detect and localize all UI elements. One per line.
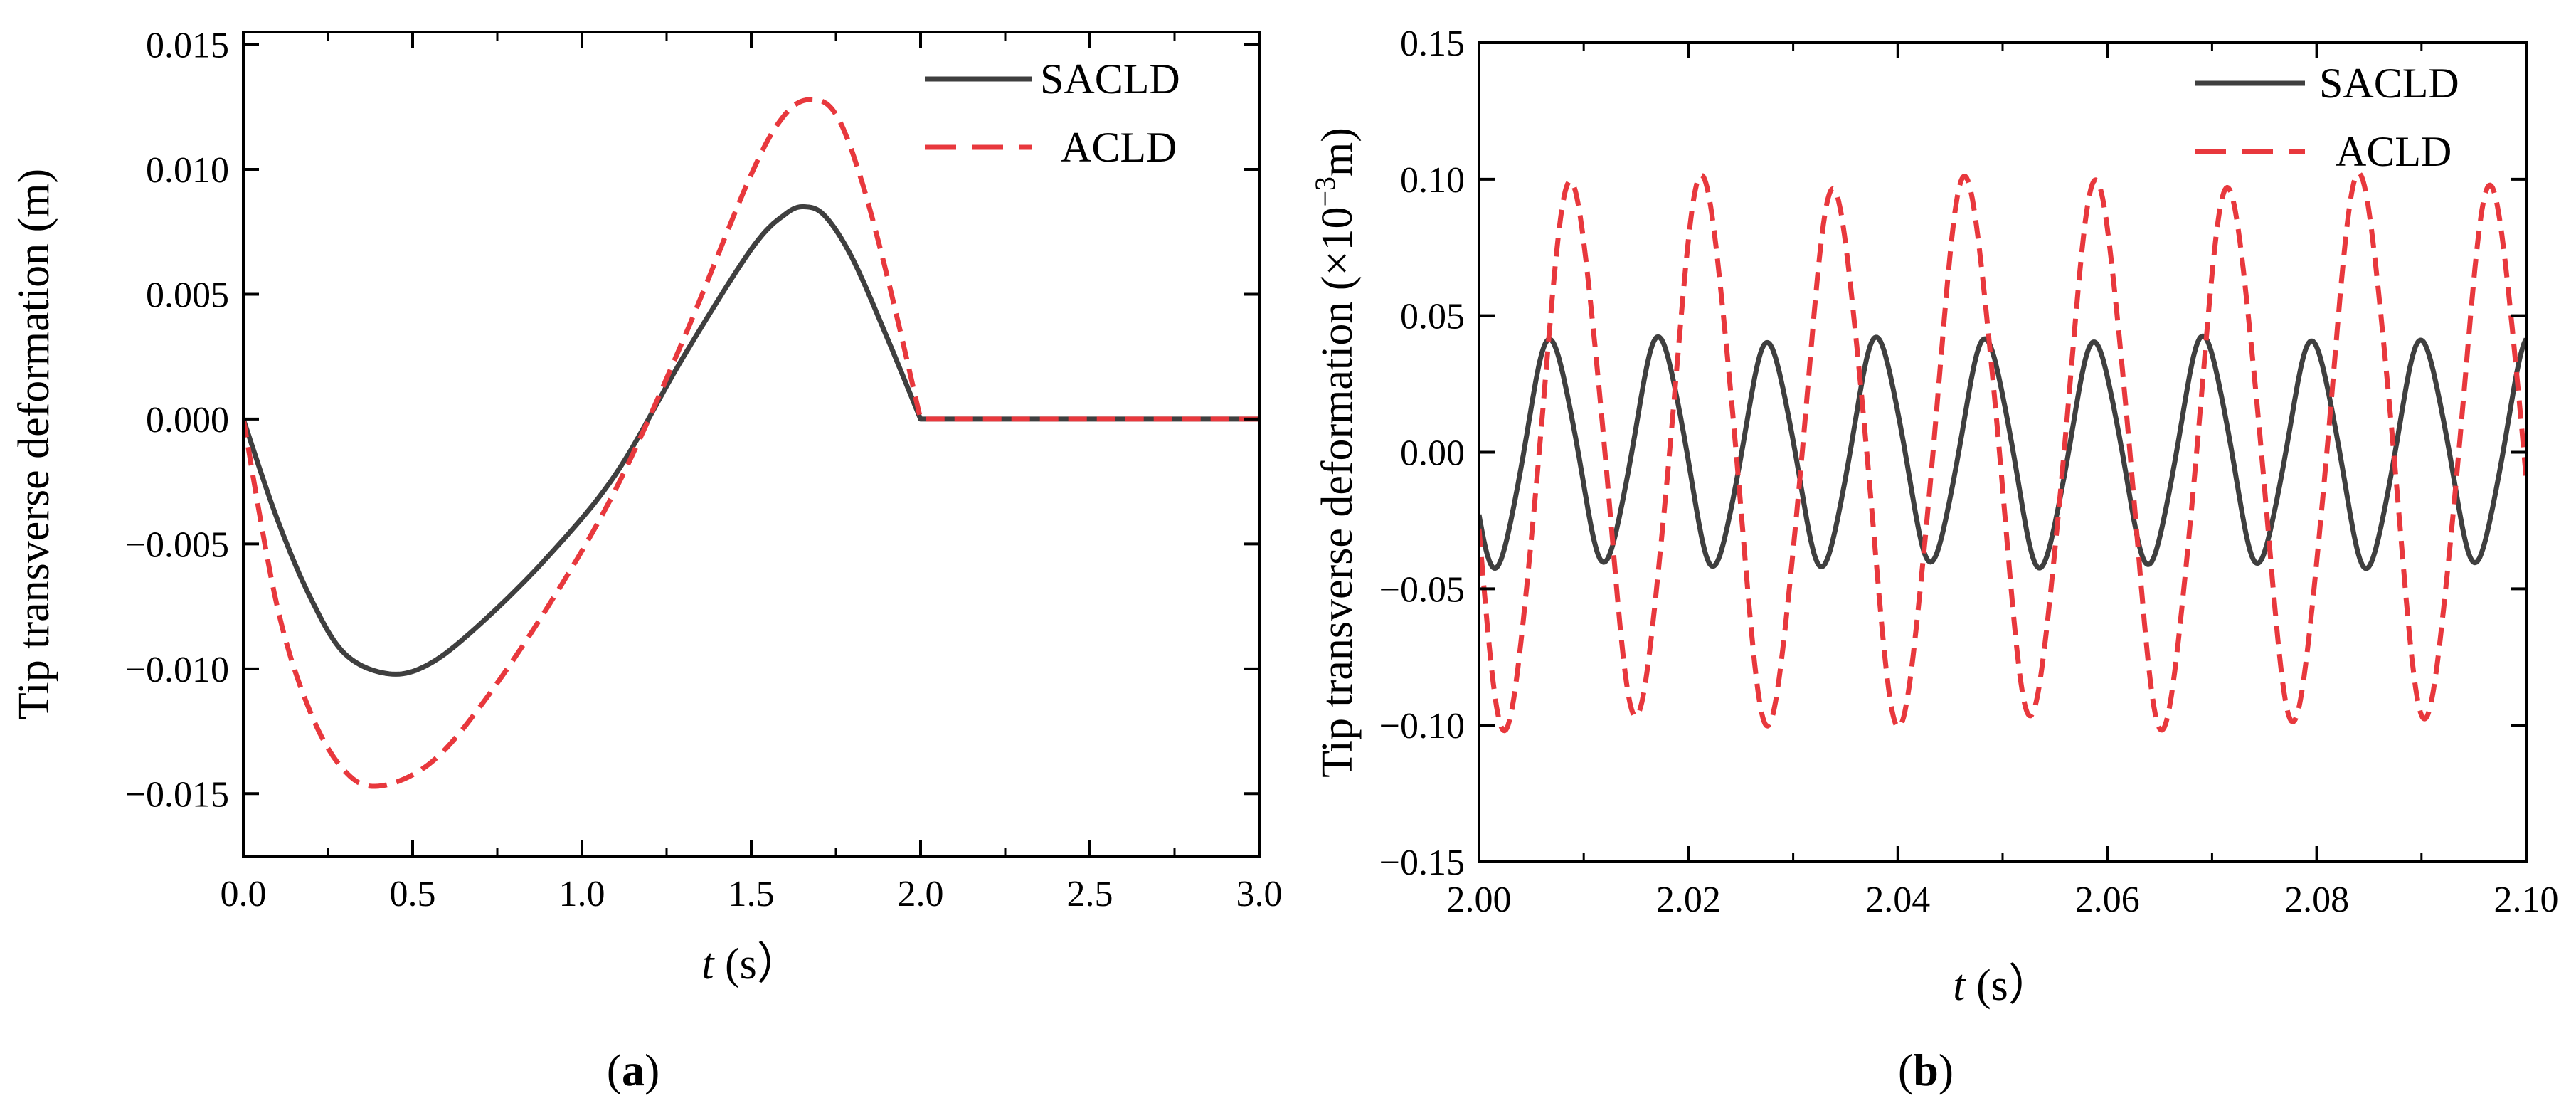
- panel-a-series-group: [243, 97, 1259, 789]
- panel-a-y-tick-label-3: 0.000: [146, 400, 229, 440]
- panel-b-ticks: 2.00 2.02 2.04 2.06 2.08 2.10 0.15 0.10 0.05 0.00…: [1379, 23, 2559, 920]
- panel-a-x-axis-variable: t: [701, 940, 715, 988]
- panel-a-y-tick-label-4: −0.005: [125, 524, 229, 565]
- panel-a-series-sacld-line: [243, 204, 1259, 677]
- panel-b-x-axis-variable: t: [1953, 961, 1966, 1010]
- panel-b-series-group: [1479, 171, 2526, 734]
- panel-b-y-tick-label-3: 0.00: [1400, 433, 1465, 474]
- panel-b-series-acld-line: [1479, 171, 2526, 734]
- panel-b-x-tick-label-3: 2.06: [2075, 880, 2140, 920]
- panel-a-y-axis-label: Tip transverse deformation (m): [10, 169, 58, 719]
- panel-b-y-tick-label-4: −0.05: [1379, 569, 1465, 610]
- panel-a-x-tick-label-3: 1.5: [728, 874, 775, 914]
- panel-b-x-axis-unit: (s）: [1965, 961, 2052, 1010]
- panel-b-label-close: ): [1939, 1045, 1954, 1095]
- panel-b-label-open: (: [1898, 1045, 1913, 1095]
- panel-a-x-tick-label-6: 3.0: [1236, 874, 1283, 914]
- panel-b-x-tick-label-2: 2.04: [1865, 880, 1930, 920]
- panel-a-y-tick-label-2: 0.005: [146, 275, 229, 315]
- panel-b-y-axis-label: Tip transverse deformation (×10−3m): [1309, 127, 1362, 778]
- panel-a-x-tick-label-1: 0.5: [390, 874, 436, 914]
- panel-a-x-tick-label-4: 2.0: [898, 874, 944, 914]
- panel-b-x-tick-label-0: 2.00: [1447, 880, 1512, 920]
- panel-a-label: (a): [607, 1045, 660, 1095]
- panel-a-y-tick-label-0: 0.015: [146, 26, 229, 66]
- panel-a-label-close: ): [645, 1045, 659, 1095]
- panel-a-x-tick-label-2: 1.0: [559, 874, 605, 914]
- panel-b-y-tick-label-0: 0.15: [1400, 23, 1465, 64]
- panel-b-y-tick-label-1: 0.10: [1400, 160, 1465, 201]
- panel-a-x-axis-unit: (s）: [714, 940, 800, 988]
- panel-a-chart: 0.0 0.5 1.0 1.5 2.0 2.5 3.0 0.015 0.010 0.005 0.00…: [10, 26, 1283, 1095]
- panel-b-x-tick-label-4: 2.08: [2284, 880, 2349, 920]
- panel-b-x-tick-label-1: 2.02: [1656, 880, 1721, 920]
- panel-a-x-axis-label: t (s）: [701, 940, 801, 988]
- panel-a-series-acld-line: [243, 97, 1259, 789]
- panel-a-x-tick-label-5: 2.5: [1067, 874, 1113, 914]
- panel-a-legend: SACLD ACLD: [925, 56, 1180, 171]
- panel-b-y-axis-label-end: m): [1313, 127, 1362, 176]
- panel-a-y-tick-label-5: −0.010: [125, 650, 229, 690]
- panel-b-x-axis-label: t (s）: [1953, 961, 2052, 1010]
- panel-a-label-letter: a: [622, 1045, 645, 1095]
- panel-b-y-axis-label-exponent: −3: [1309, 176, 1341, 207]
- panel-b-y-axis-label-main: Tip transverse deformation (×10: [1313, 207, 1362, 778]
- panel-b-legend: SACLD ACLD: [2195, 60, 2459, 175]
- panel-b-y-tick-label-2: 0.05: [1400, 297, 1465, 337]
- panel-a-y-tick-label-1: 0.010: [146, 150, 229, 191]
- panel-b-label-letter: b: [1913, 1045, 1939, 1095]
- panel-a-x-tick-label-0: 0.0: [221, 874, 267, 914]
- panel-a-ticks: 0.0 0.5 1.0 1.5 2.0 2.5 3.0 0.015 0.010 0.005 0.00…: [125, 26, 1283, 914]
- panel-b-x-tick-label-5: 2.10: [2494, 880, 2559, 920]
- panel-b-label: (b): [1898, 1045, 1954, 1095]
- panel-a-label-open: (: [607, 1045, 622, 1095]
- panel-b-y-tick-label-6: −0.15: [1379, 843, 1465, 883]
- panel-b-y-tick-label-5: −0.10: [1379, 706, 1465, 746]
- panel-a-legend-sacld-label: SACLD: [1040, 56, 1180, 102]
- panel-b-series-sacld-line: [1479, 333, 2526, 571]
- panel-b-chart: 2.00 2.02 2.04 2.06 2.08 2.10 0.15 0.10 0.05 0.00…: [1309, 23, 2559, 1095]
- panel-b-legend-sacld-label: SACLD: [2319, 60, 2459, 107]
- panel-a-legend-acld-label: ACLD: [1061, 124, 1177, 171]
- panel-b-legend-acld-label: ACLD: [2336, 128, 2452, 175]
- panel-a-y-tick-label-6: −0.015: [125, 774, 229, 815]
